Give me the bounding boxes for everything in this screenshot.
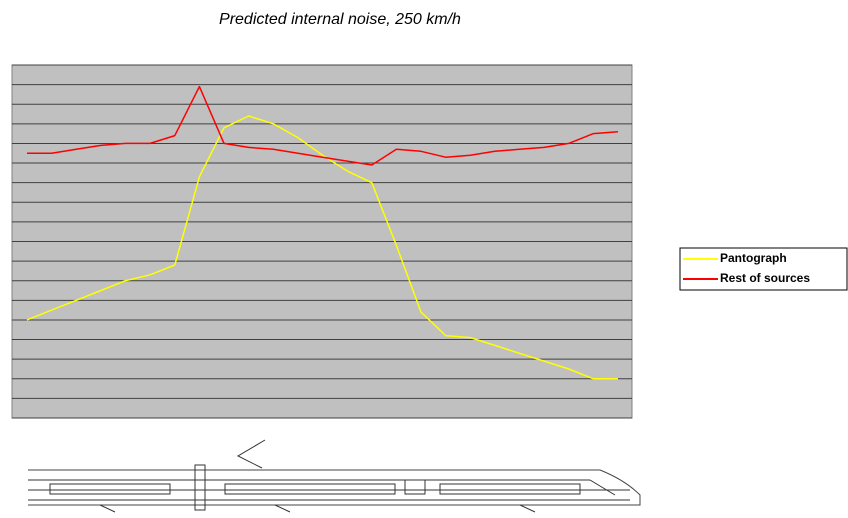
chart-title: Predicted internal noise, 250 km/h <box>219 11 461 28</box>
chart: Predicted internal noise, 250 km/h Panto… <box>0 0 848 518</box>
legend-label: Rest of sources <box>720 271 810 285</box>
legend-label: Pantograph <box>720 251 787 265</box>
train-drawing <box>28 440 640 512</box>
